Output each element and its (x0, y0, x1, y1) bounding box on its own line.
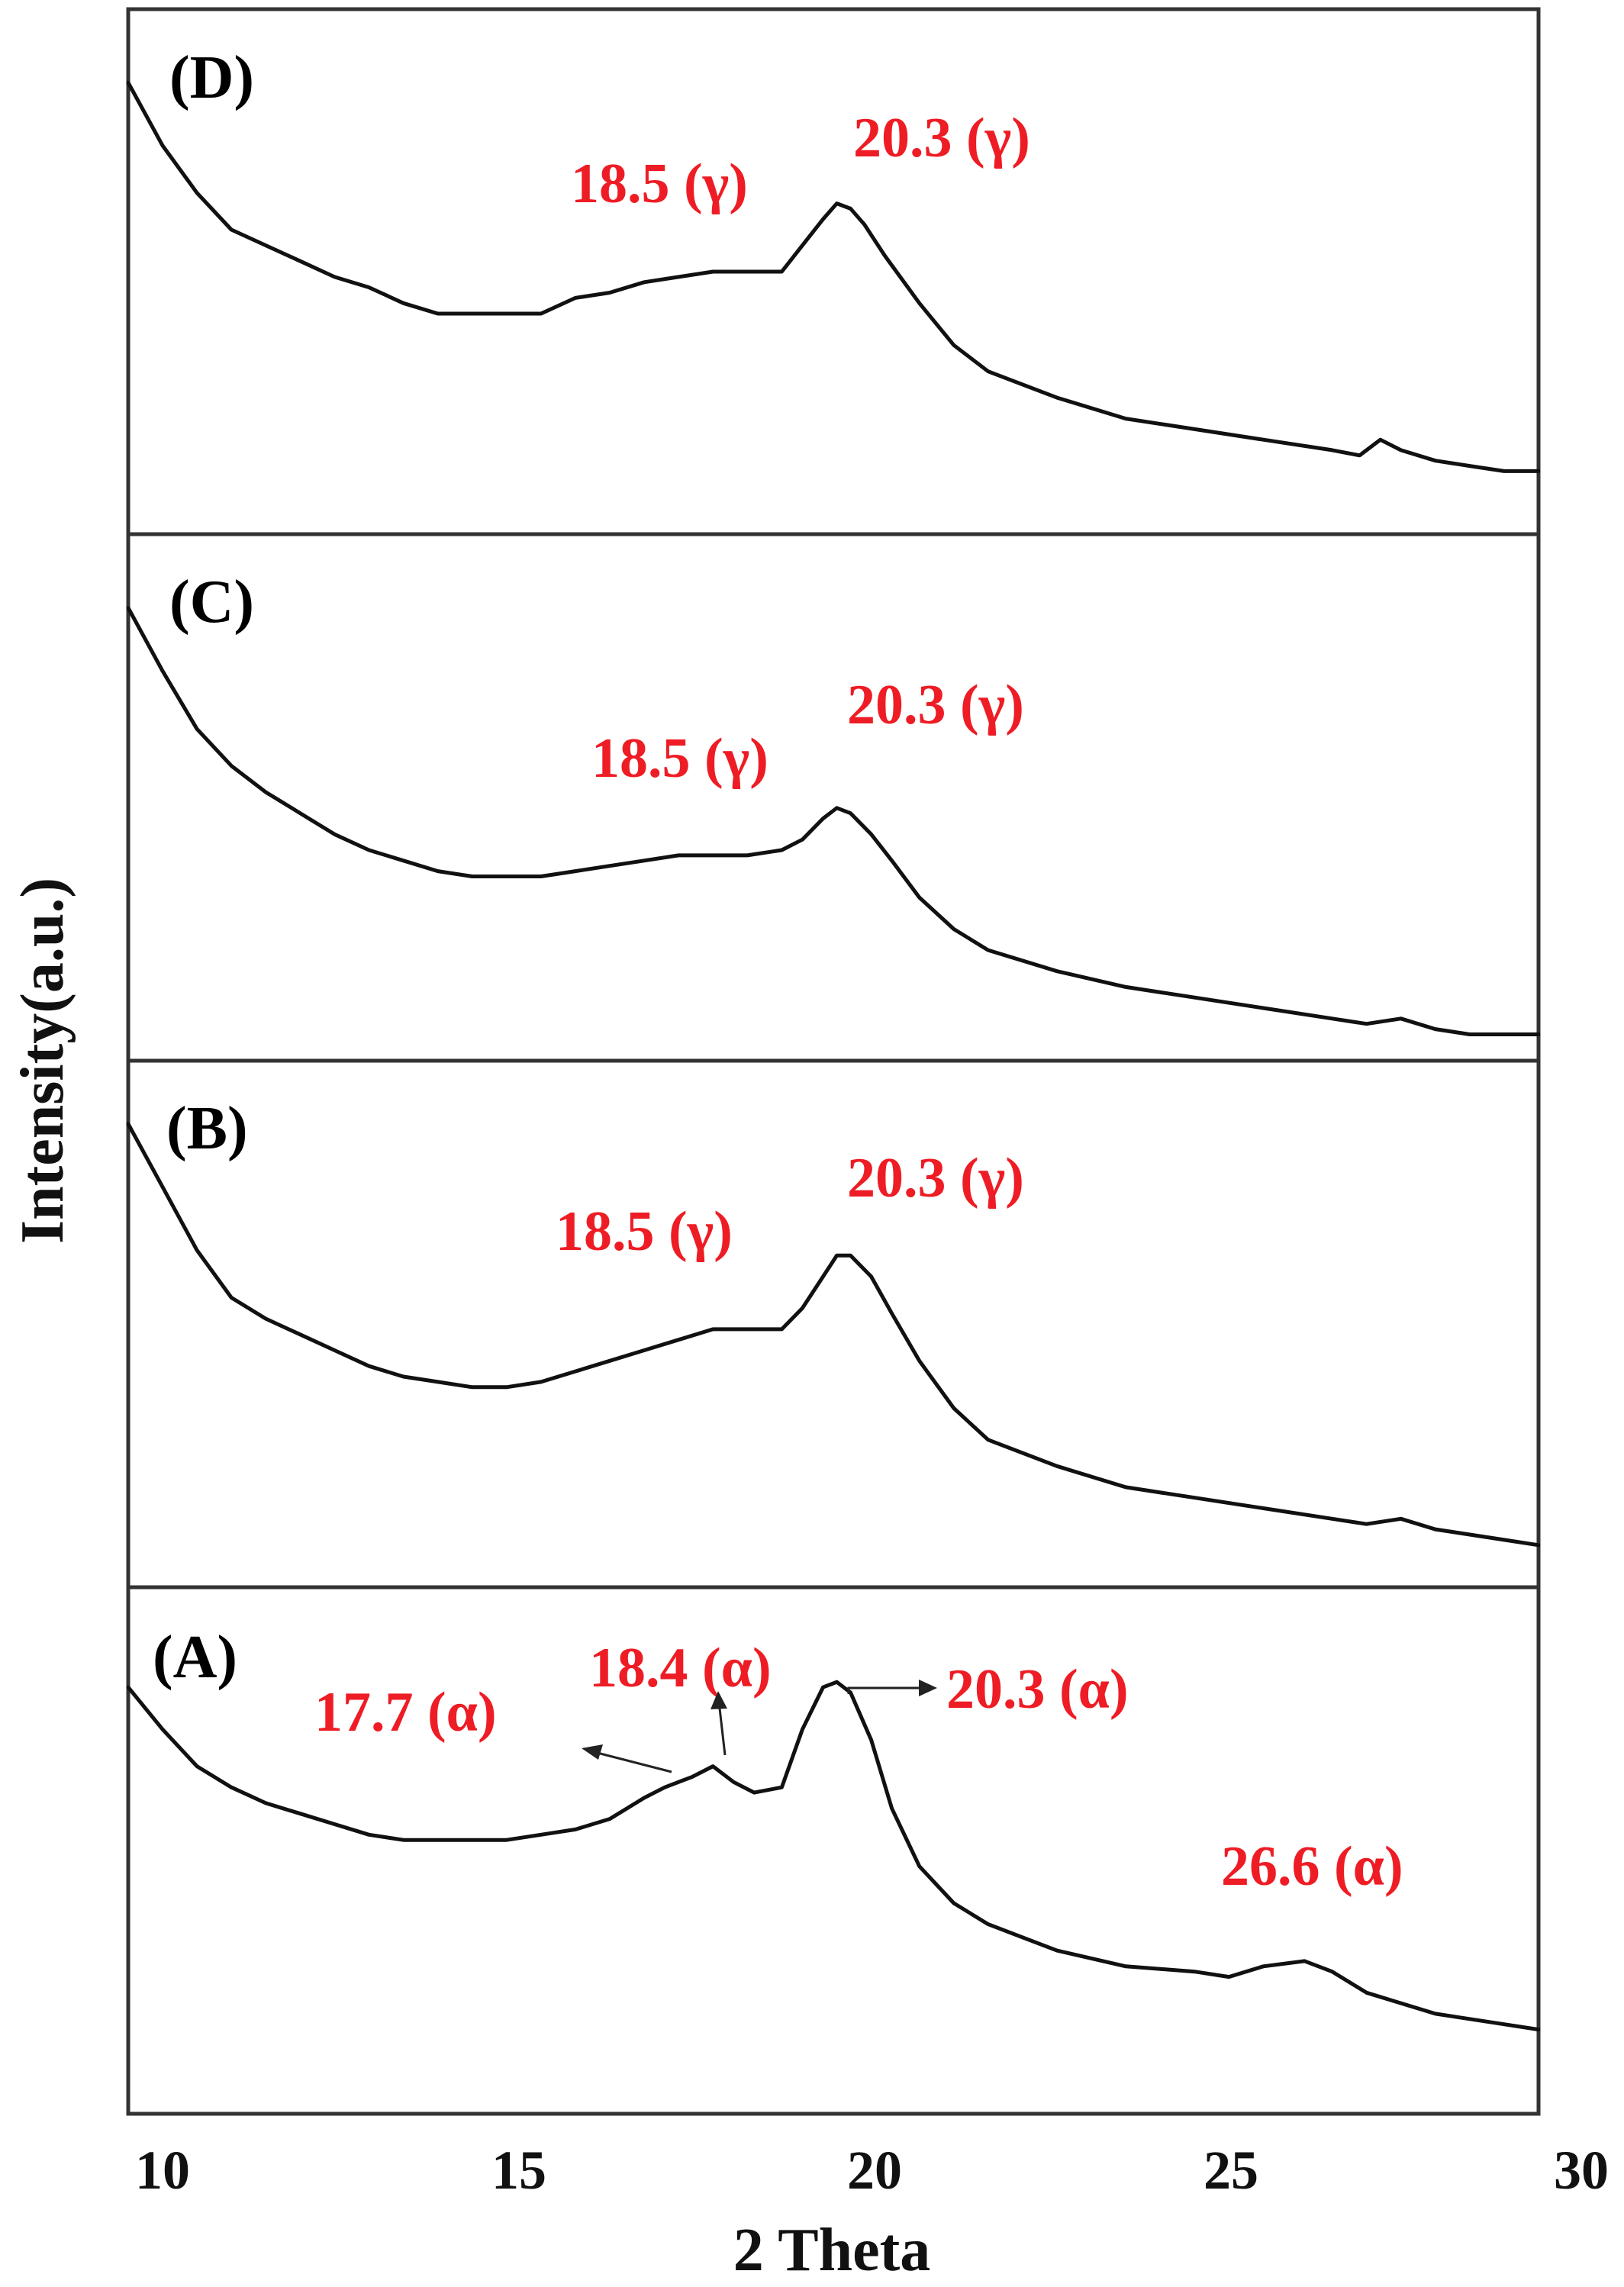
peak-label: 20.3 (γ) (847, 1147, 1024, 1210)
y-axis-title: Intensity(a.u.) (9, 878, 76, 1244)
peak-label: 18.5 (γ) (591, 727, 768, 790)
x-tick-label: 15 (491, 2140, 546, 2201)
peak-label: 18.5 (γ) (571, 153, 748, 215)
x-tick-label: 30 (1554, 2140, 1609, 2201)
trace-panel-b (126, 1122, 1541, 1548)
peak-label: 20.3 (γ) (847, 674, 1024, 736)
peak-label: 17.7 (α) (314, 1681, 497, 1744)
peak-label: 20.3 (γ) (853, 107, 1030, 169)
trace-panel-a (126, 1680, 1541, 2032)
x-axis-title: 2 Theta (733, 2217, 931, 2284)
peak-label: 26.6 (α) (1221, 1835, 1403, 1898)
trace-panel-d (126, 80, 1541, 473)
annotation-arrow (582, 1744, 672, 1773)
panel-label-b: (B) (166, 1095, 248, 1162)
x-tick-label: 20 (847, 2140, 902, 2201)
panel-label-c: (C) (169, 569, 254, 636)
peak-label: 18.5 (γ) (556, 1200, 733, 1263)
panel-label-d: (D) (169, 44, 254, 111)
peak-label: 18.4 (α) (589, 1637, 772, 1699)
x-tick-label: 25 (1204, 2140, 1258, 2201)
annotation-arrow (847, 1680, 937, 1696)
x-tick-label: 10 (135, 2140, 190, 2201)
annotation-arrow (710, 1691, 727, 1756)
panel-label-a: (A) (153, 1624, 237, 1691)
trace-panel-c (126, 606, 1541, 1036)
peak-label: 20.3 (α) (946, 1658, 1129, 1721)
